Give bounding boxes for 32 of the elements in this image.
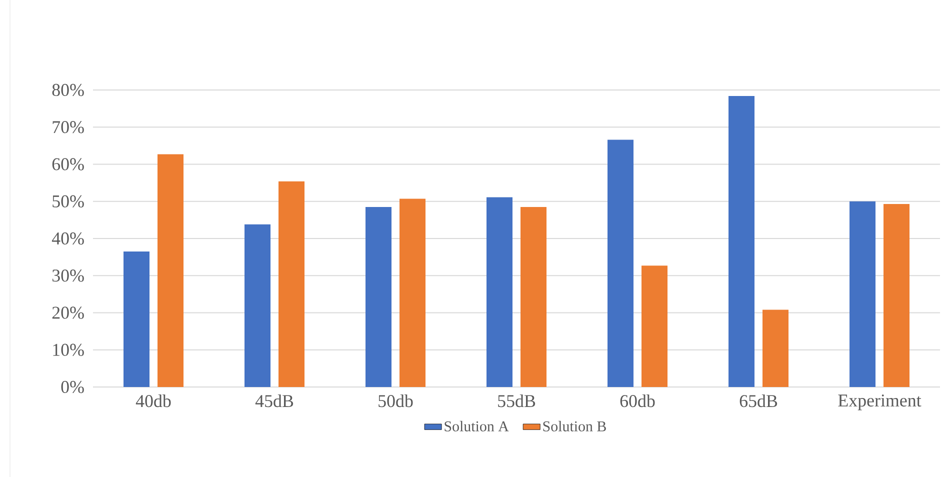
- x-tick-label: 65dB: [740, 394, 778, 408]
- x-tick-label: 40db: [136, 394, 171, 408]
- bar: [366, 206, 392, 387]
- bar: [158, 154, 184, 387]
- bar: [124, 251, 150, 387]
- bar: [642, 266, 668, 387]
- x-tick-label: 60db: [620, 394, 655, 408]
- y-tick-label: 80%: [52, 84, 84, 96]
- x-tick-label: 45dB: [255, 394, 294, 408]
- bar: [244, 224, 270, 387]
- x-tick-label: 55dB: [498, 394, 536, 408]
- bar: [400, 198, 426, 387]
- y-tick-label: 30%: [52, 270, 84, 282]
- y-tick-label: 0%: [61, 380, 84, 394]
- bar: [728, 96, 754, 387]
- y-tick-label: 50%: [52, 195, 84, 208]
- y-tick-label: 70%: [52, 121, 84, 134]
- y-tick-label: 10%: [53, 344, 84, 356]
- legend-label: Solution B: [543, 420, 606, 432]
- legend-label: Solution A: [444, 420, 509, 432]
- bar: [762, 310, 788, 387]
- bar: [884, 204, 910, 387]
- bar: [520, 206, 546, 387]
- x-tick-label: 50db: [378, 394, 413, 408]
- bar: [486, 197, 512, 387]
- y-tick-label: 60%: [52, 158, 84, 170]
- y-tick-label: 20%: [52, 306, 84, 319]
- x-tick-label: Experiment: [838, 394, 922, 410]
- bar: [608, 140, 634, 387]
- y-tick-label: 40%: [52, 232, 84, 245]
- bar: [850, 201, 876, 387]
- bar: [278, 181, 304, 387]
